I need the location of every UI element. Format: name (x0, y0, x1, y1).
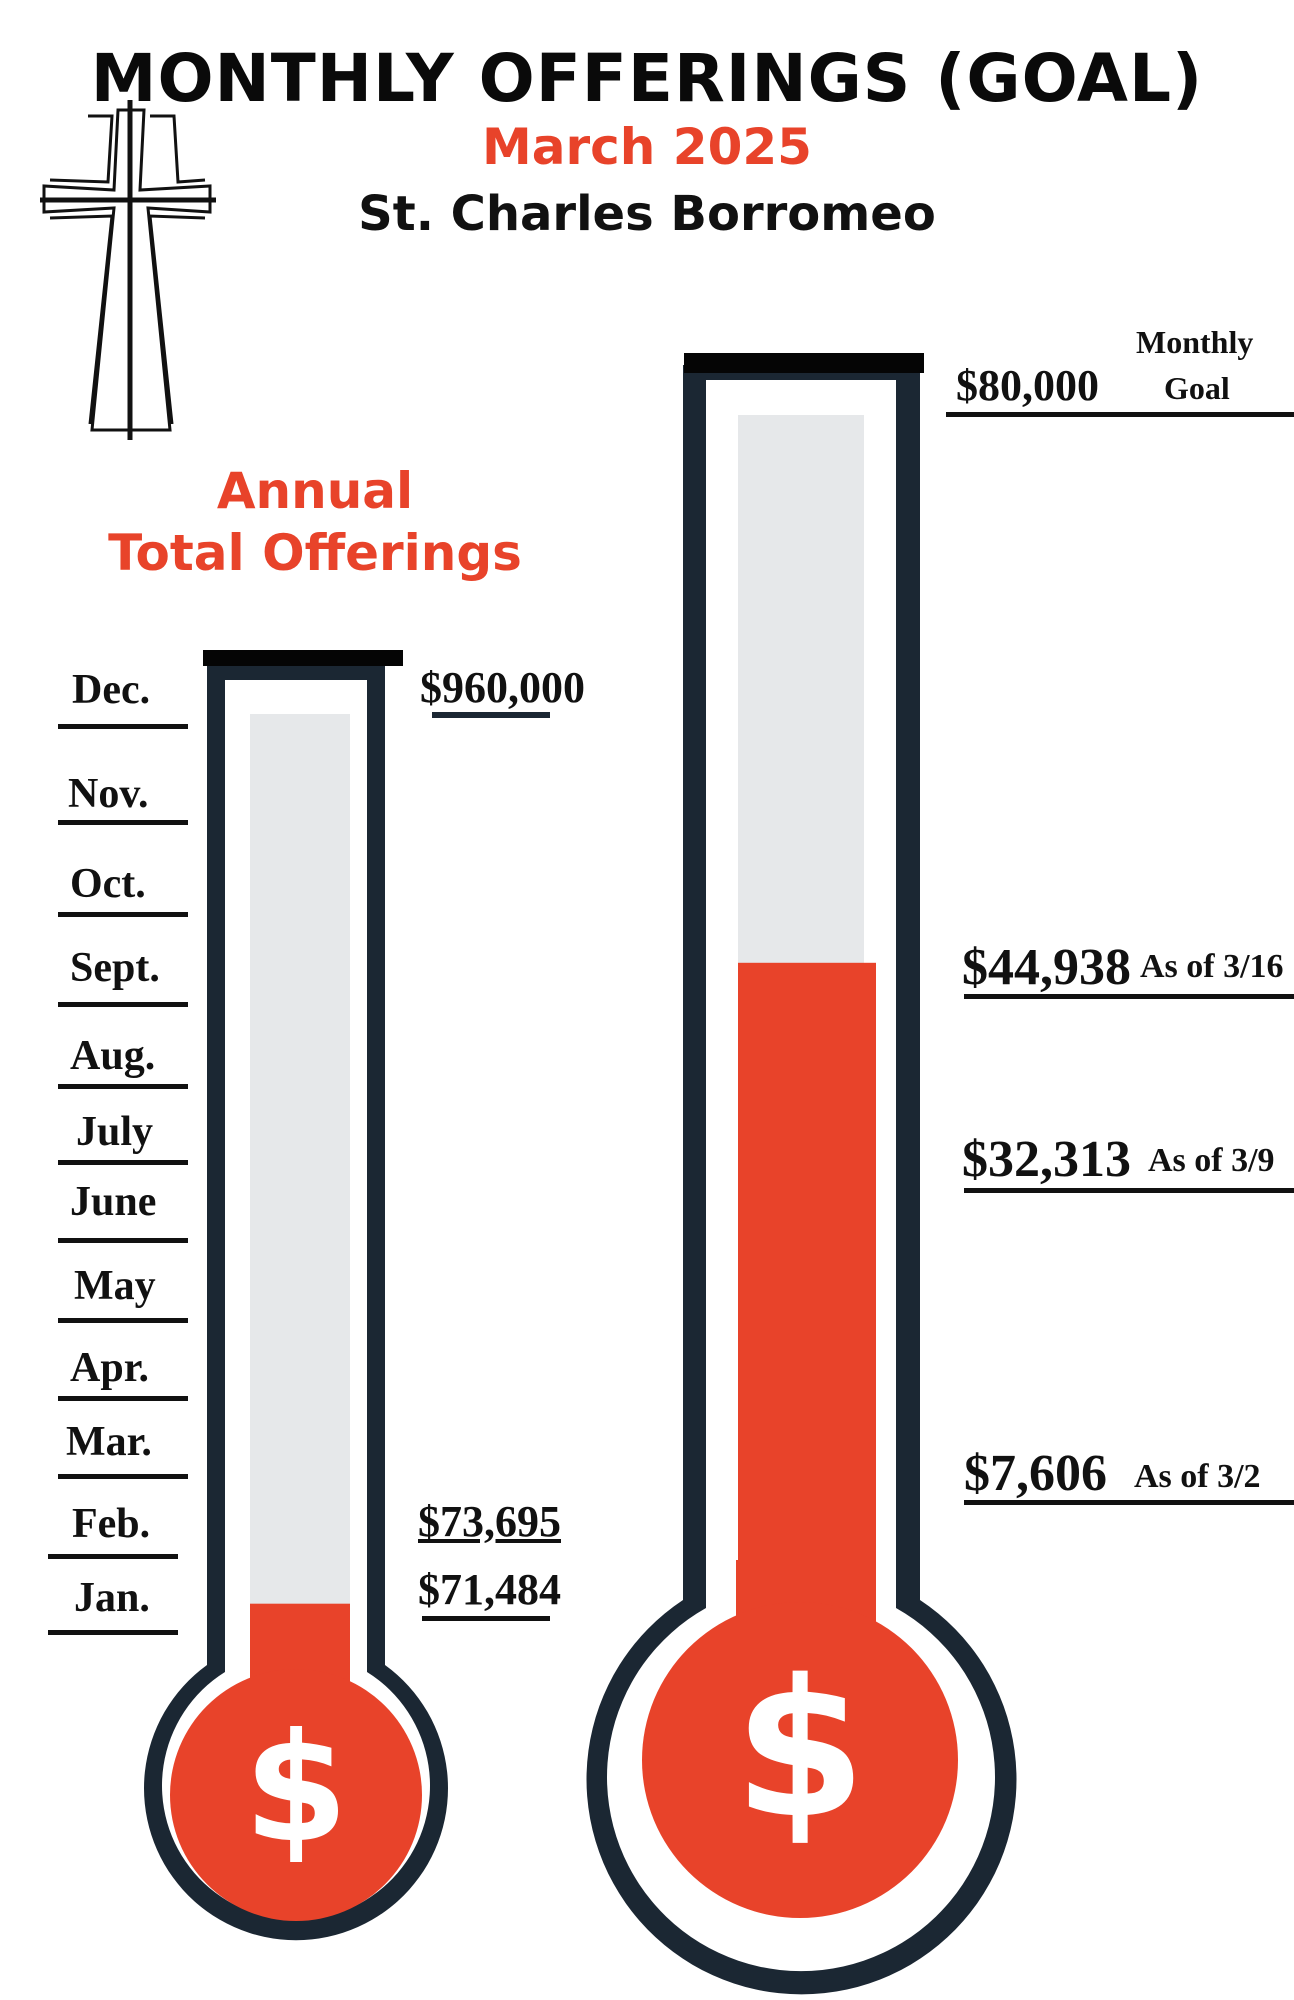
month-label-dec: Dec. (72, 667, 151, 713)
annual-heading-line2: Total Offerings (108, 524, 522, 582)
month-subtitle: March 2025 (482, 118, 812, 176)
monthly-dollar-icon: $ (734, 1639, 866, 1860)
month-line-july (58, 1160, 188, 1165)
annual-dollar-icon: $ (244, 1702, 348, 1876)
month-label-sept: Sept. (70, 945, 160, 991)
monthly-entry-rule-3 (964, 1500, 1294, 1505)
month-label-apr: Apr. (70, 1345, 149, 1391)
month-line-mar (58, 1474, 188, 1479)
monthly-entry-note-1: As of 3/16 (1140, 948, 1284, 985)
monthly-goal-amount: $80,000 (956, 361, 1099, 410)
annual-heading-line1: Annual (216, 462, 414, 520)
monthly-cap (684, 353, 924, 373)
month-line-oct (58, 912, 188, 917)
annual-goal-rule (432, 712, 550, 718)
annual-goal-amount: $960,000 (420, 663, 585, 712)
parish-name: St. Charles Borromeo (358, 186, 936, 242)
month-line-feb (48, 1554, 178, 1559)
cross-icon (40, 100, 216, 440)
month-label-oct: Oct. (70, 861, 146, 907)
month-line-sept (58, 1002, 188, 1007)
monthly-entry-amount-3: $7,606 (964, 1445, 1107, 1502)
page-title: MONTHLY OFFERINGS (GOAL) (90, 40, 1204, 117)
monthly-thermometer: $ (586, 353, 1017, 1995)
annual-thermometer: $ (144, 650, 448, 1941)
month-line-jan (48, 1630, 178, 1635)
monthly-bulb (642, 1602, 958, 1918)
annual-entry-rule (422, 1616, 550, 1621)
month-label-jan: Jan. (74, 1575, 150, 1621)
annual-heading: Annual Total Offerings (100, 460, 530, 584)
annual-entry-jan: $71,484 (418, 1565, 561, 1614)
monthly-tube-fill (738, 962, 876, 1660)
monthly-entry-amount-2: $32,313 (962, 1131, 1131, 1188)
month-line-aug (58, 1084, 188, 1089)
month-label-july: July (76, 1109, 154, 1155)
monthly-entry-note-3: As of 3/2 (1134, 1458, 1261, 1495)
month-label-june: June (70, 1179, 157, 1225)
monthly-entry-rule-2 (964, 1188, 1294, 1193)
annual-entry-feb: $73,695 (418, 1497, 561, 1546)
annual-bulb (170, 1669, 422, 1921)
monthly-entry-note-2: As of 3/9 (1148, 1142, 1275, 1179)
month-line-may (58, 1318, 188, 1323)
annual-cap (203, 650, 403, 666)
month-label-mar: Mar. (66, 1419, 152, 1465)
month-line-june (58, 1238, 188, 1243)
month-line-dec (58, 724, 188, 729)
month-line-nov (58, 820, 188, 825)
month-label-aug: Aug. (70, 1033, 156, 1079)
month-label-nov: Nov. (68, 771, 149, 817)
monthly-goal-caption-line1: Monthly (1136, 324, 1254, 360)
monthly-goal-caption-line2: Goal (1164, 370, 1230, 406)
month-label-feb: Feb. (72, 1501, 151, 1547)
monthly-goal-rule (946, 412, 1294, 417)
month-label-may: May (74, 1263, 156, 1309)
monthly-entry-amount-1: $44,938 (962, 939, 1131, 996)
month-line-apr (58, 1396, 188, 1401)
monthly-entry-rule-1 (964, 994, 1294, 999)
annual-tube-empty (250, 714, 350, 1634)
